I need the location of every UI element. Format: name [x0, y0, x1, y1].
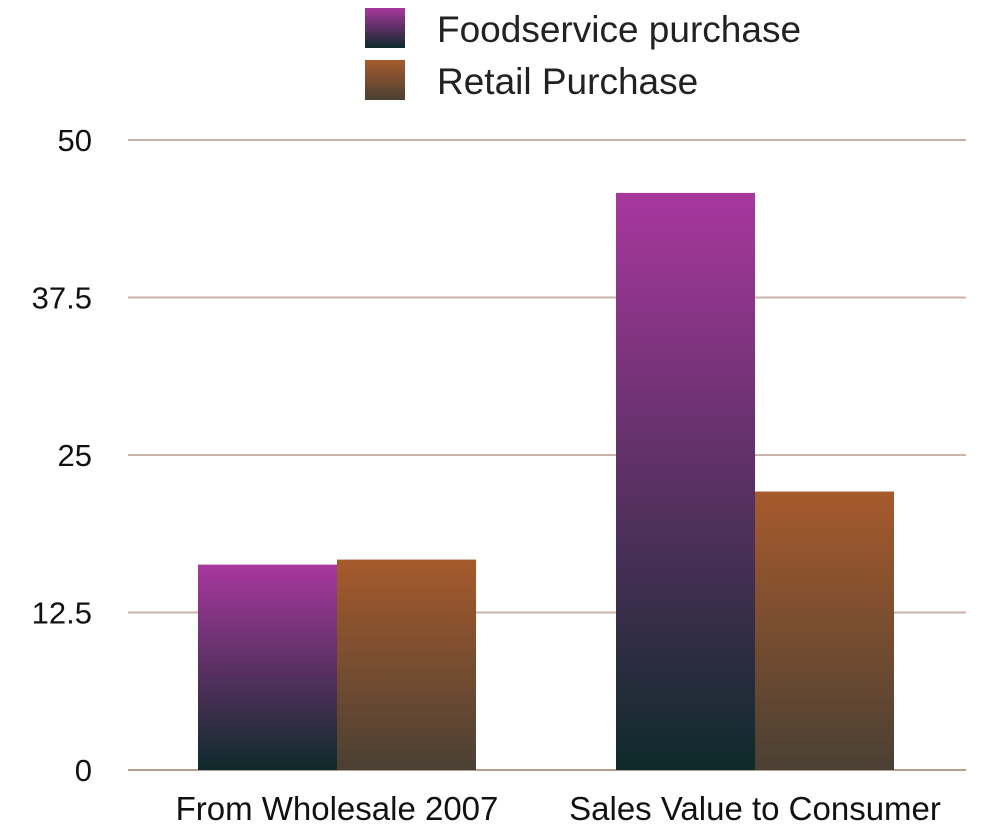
- legend-swatch-retail: [365, 60, 405, 100]
- bars: [198, 192, 894, 771]
- legend-label: Retail Purchase: [437, 61, 698, 102]
- y-tick-label: 25: [58, 438, 92, 473]
- x-axis-labels: From Wholesale 2007 Sales Value to Consum…: [176, 790, 941, 827]
- bar-retail-1: [755, 491, 894, 770]
- y-tick-label: 0: [75, 753, 92, 788]
- legend-swatch-foodservice: [365, 8, 405, 48]
- y-tick-label: 37.5: [32, 281, 92, 316]
- y-axis-ticks: 0 12.5 25 37.5 50: [32, 123, 92, 788]
- y-tick-label: 50: [58, 123, 92, 158]
- bar-foodservice-1: [616, 192, 755, 771]
- bar-retail-0: [337, 559, 476, 770]
- x-category-label: From Wholesale 2007: [176, 790, 499, 827]
- x-category-label: Sales Value to Consumer: [569, 790, 941, 827]
- y-tick-label: 12.5: [32, 596, 92, 631]
- legend-label: Foodservice purchase: [437, 9, 801, 50]
- legend: Foodservice purchase Retail Purchase: [365, 8, 801, 102]
- bar-foodservice-0: [198, 564, 337, 770]
